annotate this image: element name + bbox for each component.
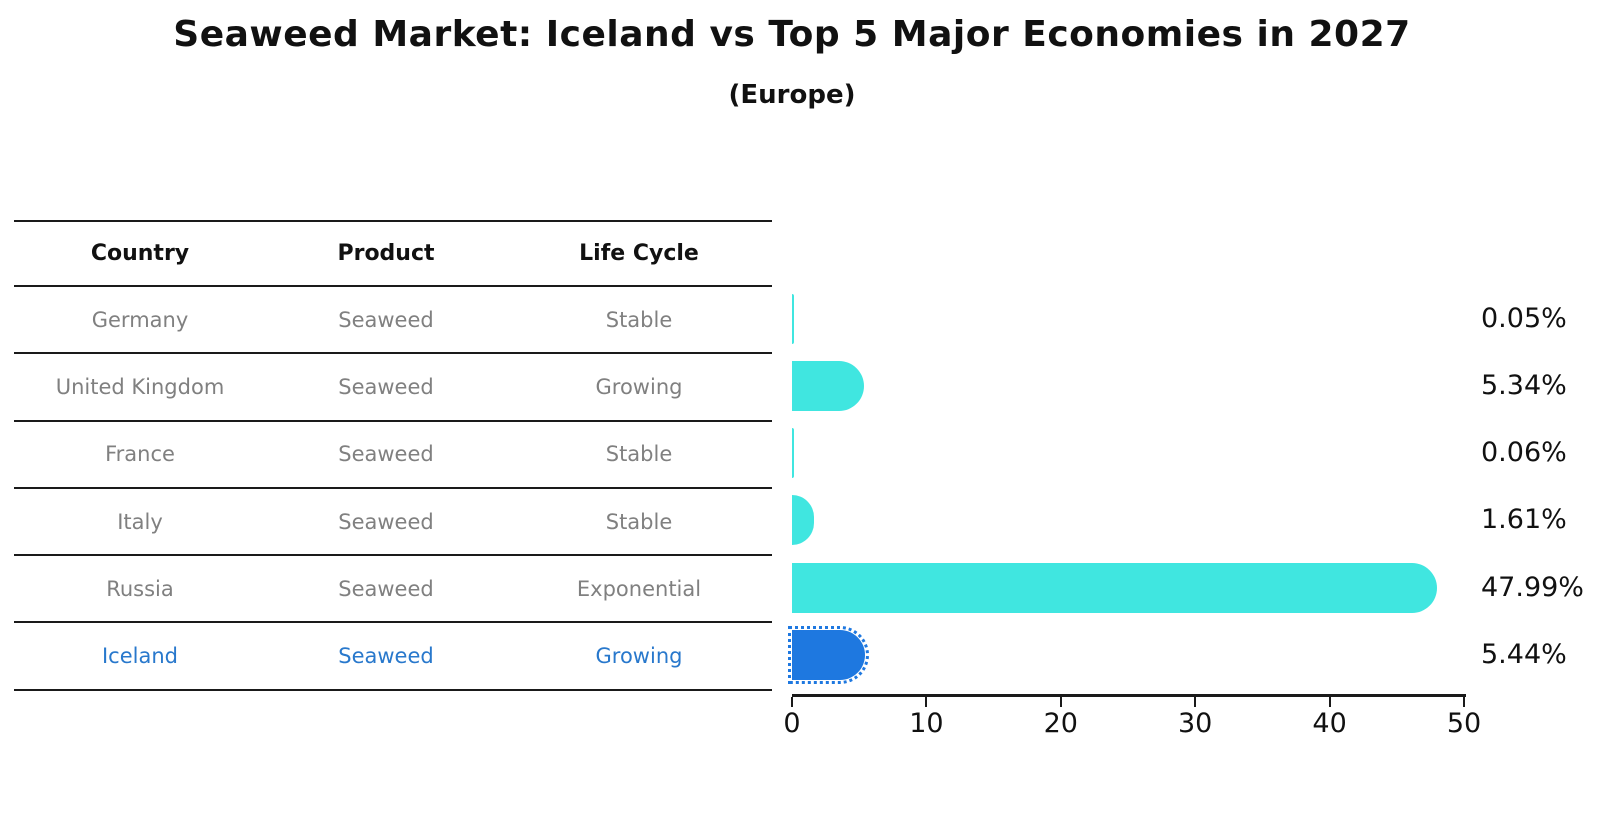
table-cell-country: Germany [91, 307, 189, 332]
chart-subtitle: (Europe) [728, 80, 856, 110]
x-tick-label: 50 [1446, 708, 1482, 739]
x-tick-mark [1463, 697, 1465, 707]
table-cell-country: Iceland [101, 644, 178, 669]
table-cell-life-cycle: Stable [605, 509, 673, 534]
table-cell-life-cycle: Stable [605, 442, 673, 467]
table-row: France Seaweed Stable [14, 422, 772, 489]
table-row: Iceland Seaweed Growing [14, 623, 772, 691]
table-cell-product: Seaweed [338, 509, 434, 534]
bar-value-label: 5.34% [1481, 369, 1567, 401]
x-tick-label: 30 [1178, 708, 1213, 739]
chart-title: Seaweed Market: Iceland vs Top 5 Major E… [173, 14, 1411, 55]
x-tick-mark [1059, 697, 1062, 707]
table-cell-life-cycle: Exponential [576, 576, 702, 601]
table-row: United Kingdom Seaweed Growing [14, 354, 772, 422]
country-table: Country Product Life Cycle Germany Seaweed S… [14, 220, 772, 691]
table-row: Russia Seaweed Exponential [14, 556, 772, 624]
bar-value-label: 0.05% [1481, 302, 1567, 334]
bar-value-label: 1.61% [1481, 504, 1567, 536]
table-cell-country: Italy [117, 509, 163, 534]
bar-germany [792, 293, 794, 344]
x-tick-label: 10 [909, 708, 944, 739]
table-cell-product: Seaweed [338, 442, 434, 467]
table-header-cell: Product [337, 241, 435, 266]
x-tick-label: 40 [1312, 708, 1347, 739]
table-cell-country: United Kingdom [55, 374, 225, 399]
table-row: Italy Seaweed Stable [14, 489, 772, 557]
x-tick-label: 0 [783, 708, 801, 739]
bar-russia [792, 562, 1437, 613]
bar-united-kingdom [792, 360, 864, 411]
table-header-cell: Life Cycle [579, 241, 699, 266]
x-tick-mark [791, 697, 793, 707]
table-cell-country: France [105, 442, 175, 467]
bar-value-label: 5.44% [1481, 639, 1567, 671]
bar-france [792, 428, 794, 479]
table-cell-life-cycle: Growing [595, 644, 683, 669]
table-cell-life-cycle: Growing [595, 374, 683, 399]
x-axis-line [792, 694, 1466, 697]
x-tick-mark [925, 697, 928, 707]
x-tick-label: 20 [1043, 708, 1078, 739]
bar-value-label: 47.99% [1481, 571, 1584, 603]
table-header-cell: Country [90, 241, 190, 266]
table-cell-product: Seaweed [338, 374, 434, 399]
bar-iceland [787, 626, 870, 685]
table-cell-product: Seaweed [338, 576, 434, 601]
bar-value-label: 0.06% [1481, 437, 1567, 469]
table-body: Germany Seaweed Stable United Kingdom Seawee… [14, 287, 772, 691]
table-cell-life-cycle: Stable [605, 307, 673, 332]
x-tick-mark [1194, 697, 1197, 707]
table-cell-product: Seaweed [338, 307, 434, 332]
bar-italy [792, 495, 814, 546]
table-cell-country: Russia [106, 576, 174, 601]
table-cell-product: Seaweed [338, 644, 434, 669]
x-tick-mark [1328, 697, 1331, 707]
table-row: Germany Seaweed Stable [14, 287, 772, 355]
table-header-row: Country Product Life Cycle [14, 222, 772, 287]
